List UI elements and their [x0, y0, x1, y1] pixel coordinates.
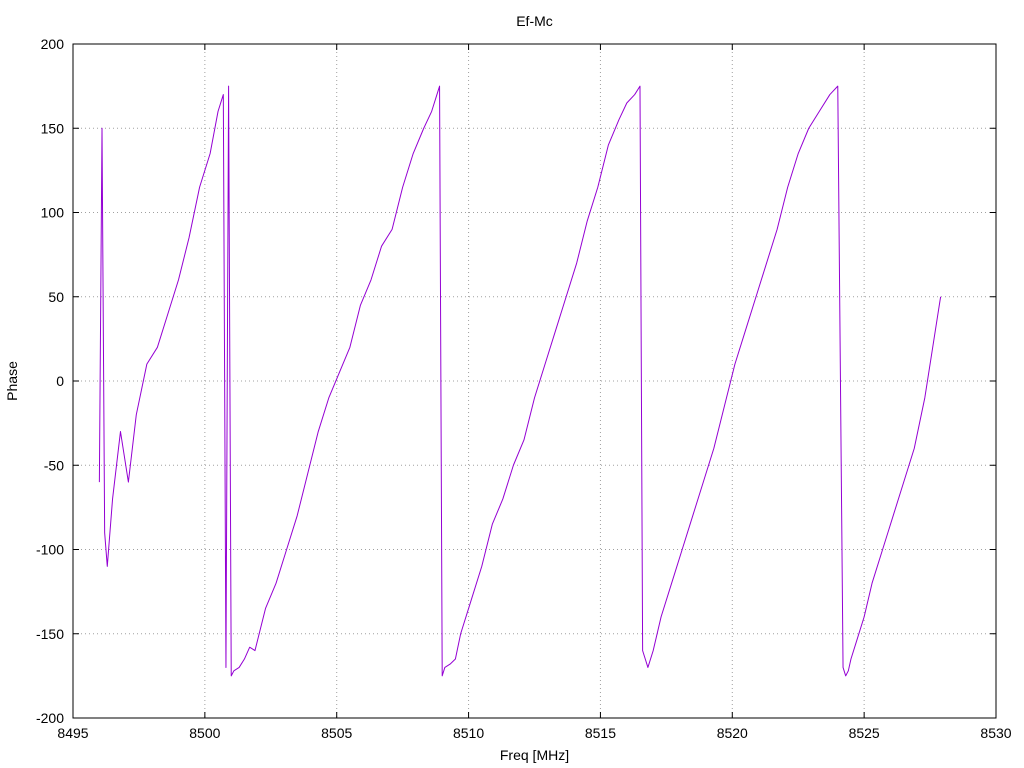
grid-lines: [73, 44, 996, 718]
chart-title: Ef-Mc: [516, 13, 553, 29]
y-tick-label: 100: [41, 205, 65, 221]
x-tick-label: 8505: [321, 725, 352, 741]
y-tick-label: -150: [36, 626, 64, 642]
x-tick-label: 8525: [849, 725, 880, 741]
y-tick-label: -50: [44, 457, 64, 473]
x-tick-label: 8530: [980, 725, 1011, 741]
x-tick-label: 8510: [453, 725, 484, 741]
x-tick-label: 8515: [585, 725, 616, 741]
y-tick-label: -200: [36, 710, 64, 726]
x-tick-label: 8495: [57, 725, 88, 741]
series-line: [98, 85, 942, 677]
y-tick-label: 0: [56, 373, 64, 389]
x-tick-labels: 8495 8500 8505 8510 8515 8520 8525 8530: [57, 725, 1011, 741]
y-tick-label: 200: [41, 36, 65, 52]
series-layer: [98, 85, 942, 677]
x-tick-label: 8500: [189, 725, 220, 741]
y-tick-label: -100: [36, 542, 64, 558]
x-axis-title: Freq [MHz]: [500, 747, 569, 763]
y-tick-labels: -200 -150 -100 -50 0 50 100 150 200: [36, 36, 64, 726]
y-tick-label: 150: [41, 120, 65, 136]
x-tick-label: 8520: [717, 725, 748, 741]
axis-ticks: [72, 43, 997, 719]
y-tick-label: 50: [48, 289, 64, 305]
y-axis-title: Phase: [4, 361, 20, 401]
